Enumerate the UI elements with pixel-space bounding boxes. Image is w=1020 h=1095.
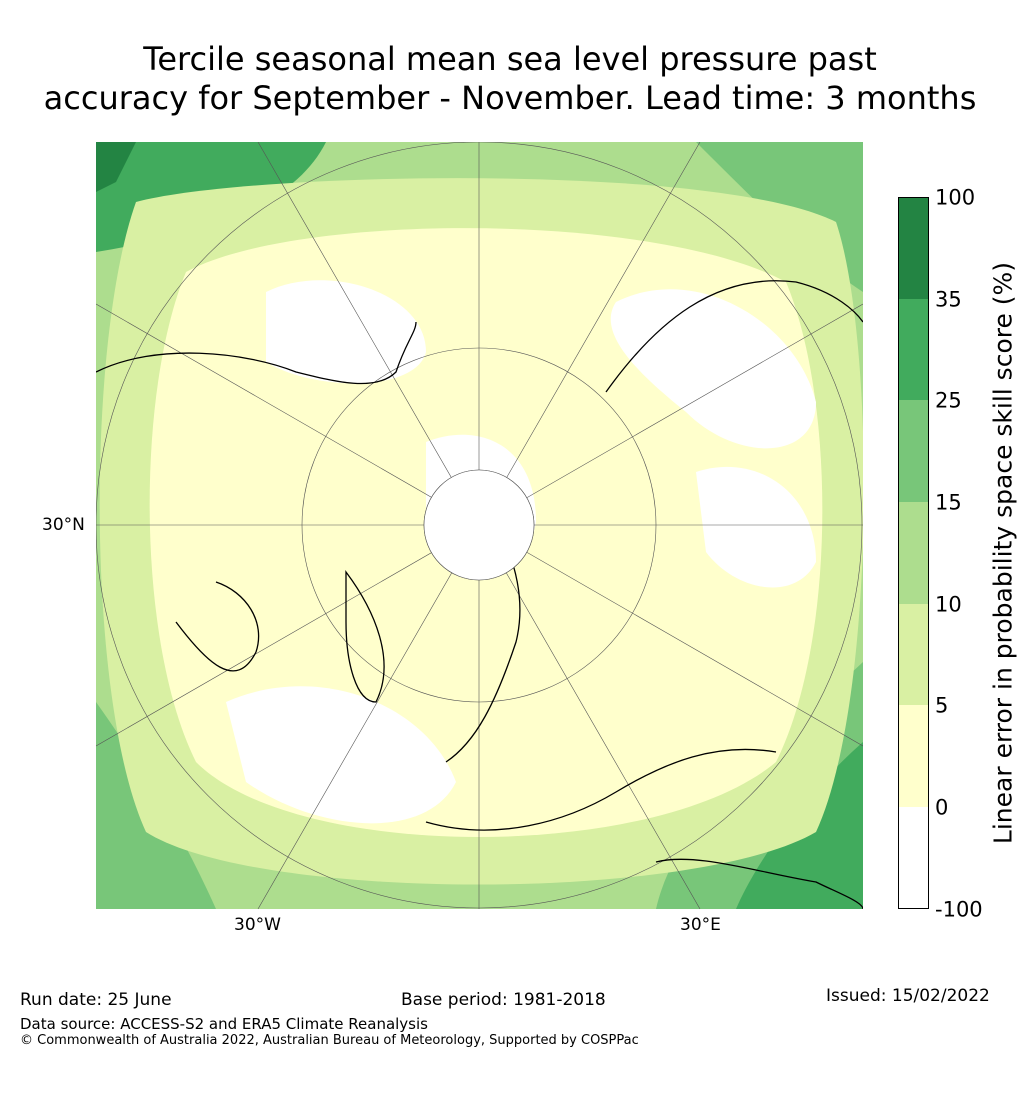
colorbar-tick: 35 [935, 287, 962, 312]
colorbar-tick: 100 [935, 185, 976, 210]
colorbar-segment-15-25 [898, 400, 929, 502]
coastlines [96, 280, 863, 909]
data-source: Data source: ACCESS-S2 and ERA5 Climate … [20, 1015, 428, 1033]
skill-band-negative-north [266, 280, 426, 384]
colorbar-tick: 25 [935, 388, 962, 413]
colorbar-tick: 0 [935, 795, 949, 820]
colorbar-segment-35-100 [898, 197, 929, 299]
title-line-1: Tercile seasonal mean sea level pressure… [143, 40, 877, 78]
skill-band-negative-southwest [226, 686, 456, 824]
colorbar-segment-10-15 [898, 502, 929, 604]
colorbar-tick: 5 [935, 693, 949, 718]
colorbar-segment-25-35 [898, 299, 929, 400]
title-line-2: accuracy for September - November. Lead … [43, 79, 977, 117]
colorbar [898, 197, 929, 909]
base-period: Base period: 1981-2018 [401, 990, 606, 1010]
skill-band-35-100-northwest [96, 142, 136, 192]
coastline-middle-east [655, 858, 863, 909]
figure-title: Tercile seasonal mean sea level pressure… [0, 40, 1020, 118]
colorbar-tick: 15 [935, 490, 962, 515]
colorbar-tick: 10 [935, 592, 962, 617]
colorbar-segment-minus100-0 [898, 807, 929, 909]
longitude-label-east: 30°E [680, 915, 721, 935]
coastline-asia [605, 280, 863, 393]
colorbar-frame [898, 197, 929, 909]
coastline-north-america [96, 321, 417, 385]
colorbar-segment-5-10 [898, 604, 929, 705]
coastline-europe [425, 748, 777, 831]
colorbar-label: Linear error in probability space skill … [988, 261, 1018, 845]
colorbar-tick: -100 [935, 897, 983, 922]
coastline-greenland [345, 570, 385, 703]
skill-band-negative-east [696, 466, 816, 588]
latitude-label: 30°N [42, 515, 85, 535]
copyright: © Commonwealth of Australia 2022, Austra… [20, 1033, 639, 1048]
north-pole-cap [423, 469, 535, 581]
longitude-label-west: 30°W [234, 915, 281, 935]
skill-band-negative-northeast [610, 289, 816, 449]
issued-date: Issued: 15/02/2022 [826, 986, 990, 1006]
run-date: Run date: 25 June [20, 990, 172, 1010]
polar-skill-map [96, 142, 863, 909]
coastline-hudson-bay [175, 581, 260, 672]
colorbar-segment-0-5 [898, 705, 929, 807]
